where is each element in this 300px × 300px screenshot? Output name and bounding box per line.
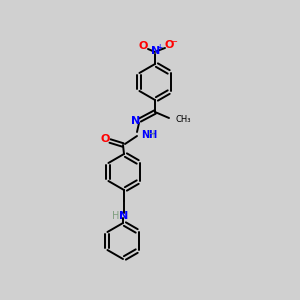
Text: O: O	[164, 40, 174, 50]
Text: O: O	[138, 41, 148, 51]
Text: H: H	[112, 211, 119, 221]
Text: N: N	[131, 116, 141, 125]
Text: NH: NH	[141, 130, 157, 140]
Text: H: H	[148, 130, 155, 140]
Text: N: N	[119, 211, 129, 221]
Text: CH₃: CH₃	[176, 115, 191, 124]
Text: −: −	[170, 38, 178, 46]
Text: +: +	[156, 44, 163, 52]
Text: O: O	[100, 134, 110, 144]
Text: N: N	[151, 46, 160, 56]
